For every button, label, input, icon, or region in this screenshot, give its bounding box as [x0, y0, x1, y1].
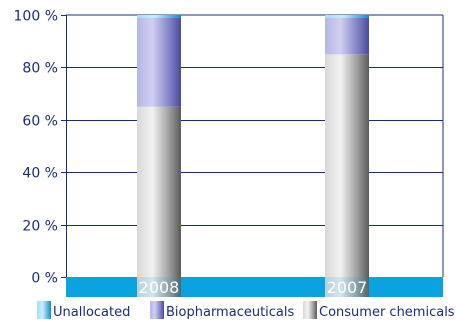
x-category-label: 2008: [139, 278, 180, 297]
legend-swatch-consumer-chemicals: [303, 301, 317, 319]
legend-swatch-unallocated: [37, 301, 51, 319]
legend-label: Consumer chemicals: [319, 305, 455, 320]
bar-segment-biopharmaceuticals-2008: [137, 17, 181, 107]
bar-base-2008: [137, 277, 181, 297]
y-tick-label: 40 %: [22, 166, 58, 182]
y-tick-label: 80 %: [22, 61, 58, 77]
y-axis: 0 % 20 % 40 % 60 % 80 % 100 %: [14, 9, 67, 287]
gridlines: [66, 14, 444, 277]
legend-label: Biopharmaceuticals: [166, 305, 295, 320]
legend-swatch-biopharmaceuticals: [150, 301, 164, 319]
bar-segment-unallocated-2007: [325, 15, 369, 18]
bar-segment-consumer-chemicals-2007: [325, 54, 369, 277]
y-tick-label: 20 %: [22, 219, 58, 235]
y-tick-label: 100 %: [14, 9, 58, 25]
bar-segment-biopharmaceuticals-2007: [325, 17, 369, 55]
bar-segment-consumer-chemicals-2008: [137, 106, 181, 277]
bar-base-2007: [325, 277, 369, 297]
x-axis-band: [66, 277, 443, 297]
legend-label: Unallocated: [53, 305, 130, 320]
x-category-label: 2007: [327, 278, 368, 297]
legend: Unallocated Biopharmaceuticals Consumer ch…: [37, 301, 455, 320]
y-tick-label: 0 %: [31, 271, 58, 287]
y-tick-label: 60 %: [22, 114, 58, 130]
bars: [137, 15, 369, 277]
category-band: 2008 2007: [66, 277, 443, 297]
bar-segment-unallocated-2008: [137, 15, 181, 18]
